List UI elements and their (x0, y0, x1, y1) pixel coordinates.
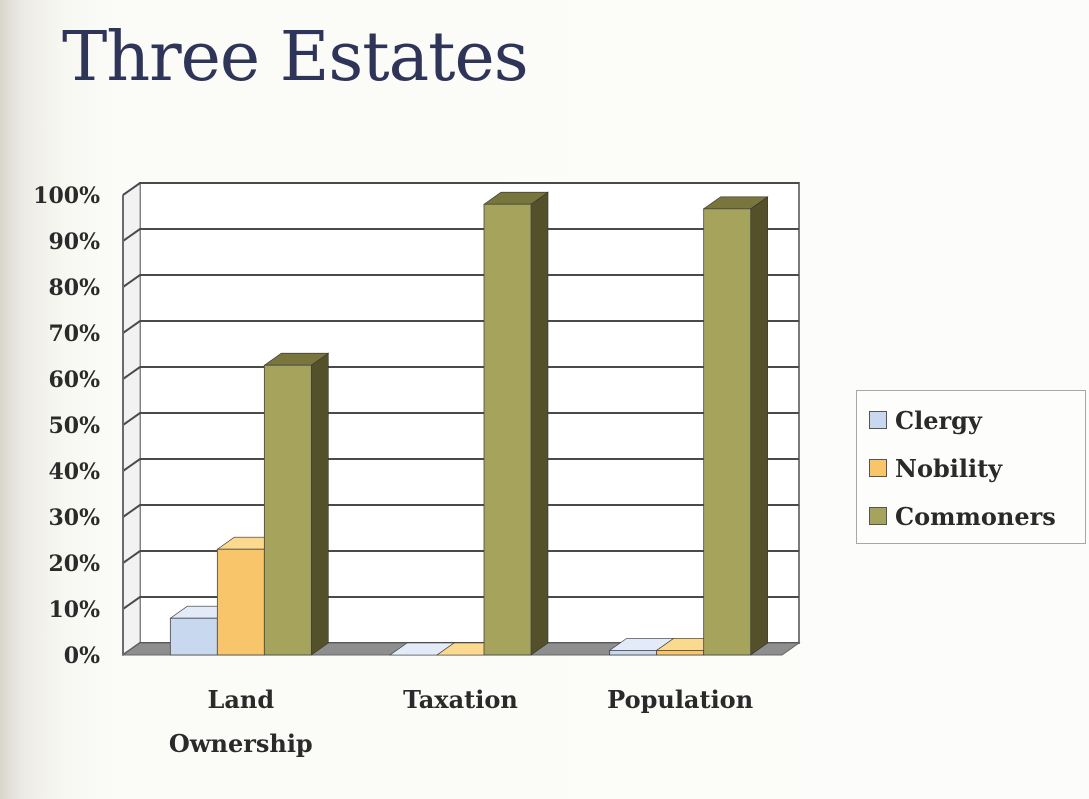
legend-label-clergy: Clergy (895, 405, 982, 435)
legend-swatch-nobility (869, 459, 887, 477)
bar-commoners-taxation (483, 191, 549, 656)
x-tick-label-land-ownership: Land Ownership (169, 685, 313, 758)
y-tick-label: 30% (48, 505, 100, 531)
x-axis: Land Ownership Taxation Population (169, 685, 753, 758)
legend-item-commoners: Commoners (869, 501, 1056, 531)
legend-swatch-clergy (869, 411, 887, 429)
gridline (122, 320, 799, 334)
y-tick-label: 70% (48, 321, 100, 347)
x-tick-label-taxation: Taxation (403, 685, 518, 714)
y-tick-label: 40% (48, 459, 100, 485)
y-tick-label: 100% (33, 183, 100, 209)
legend-item-nobility: Nobility (869, 453, 1002, 483)
legend-item-clergy: Clergy (869, 405, 982, 435)
y-tick-label: 50% (48, 413, 100, 439)
slide-title: Three Estates (62, 18, 529, 97)
gridline (122, 228, 799, 242)
gridline (122, 504, 799, 518)
bar-commoners-population (702, 196, 769, 656)
gridline (122, 182, 799, 196)
y-tick-label: 60% (48, 367, 100, 393)
legend-label-nobility: Nobility (895, 453, 1003, 483)
y-tick-label: 90% (48, 229, 100, 255)
x-tick-label-population: Population (607, 685, 753, 714)
legend-swatch-commoners (869, 507, 887, 525)
y-tick-label: 10% (48, 597, 100, 623)
y-tick-label: 0% (64, 643, 100, 669)
bars (169, 191, 769, 656)
gridline (122, 596, 799, 610)
gridline (122, 550, 799, 564)
gridline (122, 458, 799, 472)
legend-label-commoners: Commoners (895, 501, 1056, 531)
gridline (122, 366, 799, 380)
gridline (122, 274, 799, 288)
y-tick-label: 80% (48, 275, 100, 301)
y-tick-label: 20% (48, 551, 100, 577)
gridline (122, 412, 799, 426)
bar-commoners-land-ownership (263, 352, 330, 656)
y-axis: 0% 10% 20% 30% 40% 50% 60% 70% 80% 90% 100% (33, 183, 124, 669)
chart-legend: Clergy Nobility Commoners (856, 390, 1086, 544)
